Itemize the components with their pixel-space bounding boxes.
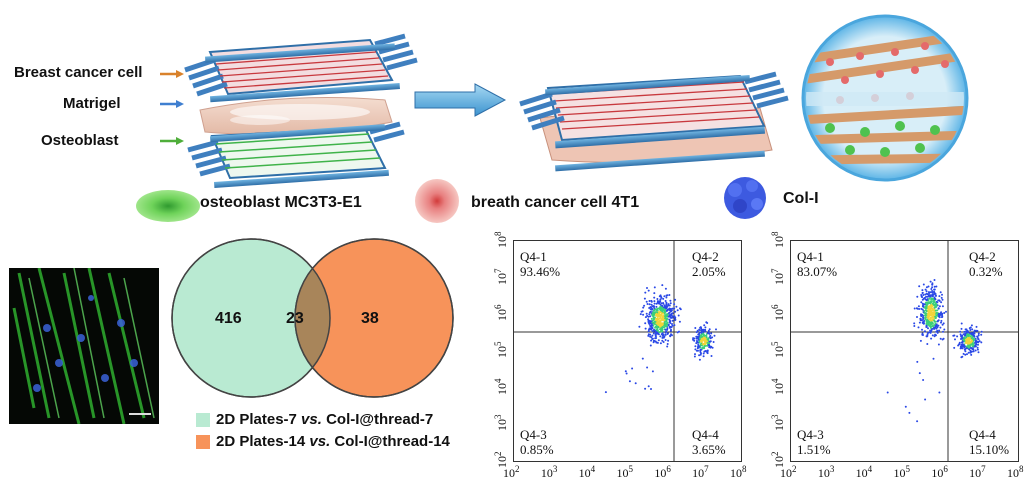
flow2-q3: Q4-3 1.51% [797, 427, 831, 457]
flow1-ytick: 103 [493, 414, 509, 432]
flow2-xtick: 103 [817, 464, 835, 480]
process-arrow [414, 83, 507, 117]
flow2-ytick: 106 [770, 304, 786, 322]
assembled-scaffold [519, 71, 789, 172]
flow2-xtick: 104 [855, 464, 873, 480]
flow2-xtick: 106 [931, 464, 948, 480]
venn-right-count: 38 [361, 310, 379, 327]
layer-arrow-orange [160, 70, 184, 78]
scaffold-schematic [136, 14, 969, 223]
flow1-xtick: 106 [654, 464, 671, 480]
bottom-scaffold-layer [187, 121, 405, 188]
osteoblast-icon [136, 190, 200, 222]
flow2-xtick: 105 [893, 464, 911, 480]
legend-swatch-7 [196, 413, 210, 427]
flow2-ytick: 108 [770, 231, 786, 249]
breast-cancer-cell-line-label: breath cancer cell 4T1 [471, 194, 640, 211]
osteoblast-cell-label: osteoblast MC3T3-E1 [200, 194, 362, 211]
flow-plot-2-scatter [791, 241, 1018, 461]
layer-arrow-green [160, 137, 184, 145]
flow1-xtick: 107 [692, 464, 709, 480]
flow2-xtick: 108 [1007, 464, 1024, 480]
flow1-q2: Q4-2 2.05% [692, 249, 726, 279]
legend-label-14: 2D Plates-14 vs. Col-I@thread-14 [216, 433, 450, 450]
flow1-q1: Q4-1 93.46% [520, 249, 561, 279]
legend-swatch-14 [196, 435, 210, 449]
col-i-label: Col-I [783, 190, 819, 207]
top-scaffold-layer [184, 33, 418, 103]
flow1-ytick: 104 [493, 378, 509, 395]
flow2-ytick: 102 [770, 451, 786, 469]
venn-diagram [171, 238, 454, 398]
flow2-ytick: 105 [770, 341, 786, 359]
flow1-q4: Q4-4 3.65% [692, 427, 726, 457]
flow2-ytick: 107 [770, 268, 786, 285]
legend-label-7: 2D Plates-7 vs. Col-I@thread-7 [216, 411, 434, 428]
osteoblast-label: Osteoblast [41, 132, 119, 149]
flow1-q3: Q4-3 0.85% [520, 427, 554, 457]
flow1-ytick: 102 [493, 451, 509, 469]
matrigel-layer [199, 97, 393, 135]
flow2-xtick: 107 [969, 464, 986, 480]
flow2-ytick: 103 [770, 414, 786, 432]
flow1-ytick: 106 [493, 304, 509, 322]
flow1-xtick: 108 [730, 464, 747, 480]
fluorescence-image [9, 268, 159, 424]
layer-arrow-blue [160, 100, 184, 108]
flow1-ytick: 108 [493, 231, 509, 249]
flow2-xtick: 102 [780, 464, 797, 480]
flow2-q4: Q4-4 15.10% [969, 427, 1010, 457]
magnified-view [801, 14, 969, 182]
flow2-q2: Q4-2 0.32% [969, 249, 1003, 279]
breast-cancer-cell-icon [415, 179, 459, 223]
flow-plot-1-scatter [514, 241, 741, 461]
venn-left-count: 416 [215, 310, 242, 327]
flow1-xtick: 105 [616, 464, 634, 480]
flow2-ytick: 104 [770, 378, 786, 395]
breast-cancer-cell-label: Breast cancer cell [14, 64, 143, 81]
flow1-xtick: 103 [540, 464, 558, 480]
flow1-xtick: 104 [578, 464, 596, 480]
flow1-ytick: 107 [493, 268, 509, 285]
matrigel-label: Matrigel [63, 95, 121, 112]
venn-overlap-count: 23 [286, 310, 304, 327]
flow-plot-1: Q4-1 93.46% Q4-2 2.05% Q4-3 0.85% Q4-4 3.65% [513, 240, 742, 462]
flow1-xtick: 102 [503, 464, 520, 480]
flow1-ytick: 105 [493, 341, 509, 359]
flow2-q1: Q4-1 83.07% [797, 249, 838, 279]
col-i-icon [724, 177, 766, 219]
flow-plot-2: Q4-1 83.07% Q4-2 0.32% Q4-3 1.51% Q4-4 15.10… [790, 240, 1019, 462]
